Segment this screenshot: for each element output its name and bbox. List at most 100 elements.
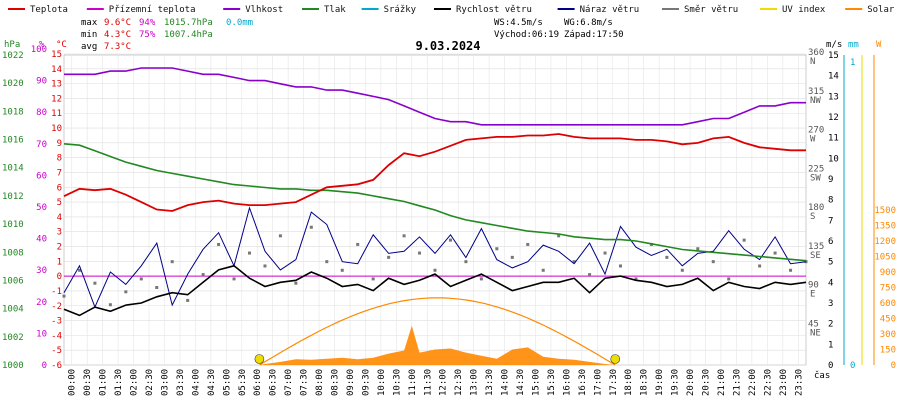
tick-x: 10:00 xyxy=(377,369,387,396)
tick-x: 03:30 xyxy=(176,369,186,396)
tick-celsius: 4 xyxy=(57,213,62,223)
tick-hpa: 1010 xyxy=(2,220,24,230)
tick-percent: 80 xyxy=(36,108,47,118)
tick-percent: 100 xyxy=(31,45,47,55)
tick-ms: 5 xyxy=(828,258,833,268)
tick-x: 09:00 xyxy=(346,369,356,396)
wind-dir-point xyxy=(789,268,793,272)
tick-x: 13:00 xyxy=(470,369,480,396)
tick-celsius: 13 xyxy=(51,80,62,90)
stats-max-label: max xyxy=(81,18,98,28)
tick-hpa: 1022 xyxy=(2,51,24,61)
tick-dir-name: N xyxy=(810,57,815,67)
wind-dir-point xyxy=(603,251,607,255)
tick-percent: 20 xyxy=(36,298,47,308)
tick-mm: 0 xyxy=(850,361,855,371)
tick-solar: 600 xyxy=(880,299,896,309)
stats-avg-temp: 7.3°C xyxy=(104,42,131,52)
wind-dir-point xyxy=(309,225,313,229)
tick-x: 02:00 xyxy=(130,369,140,396)
tick-solar: 900 xyxy=(880,268,896,278)
tick-celsius: 9 xyxy=(57,139,62,149)
tick-celsius: 7 xyxy=(57,168,62,178)
tick-ms: 13 xyxy=(828,92,839,102)
tick-celsius: 8 xyxy=(57,154,62,164)
wind-dir-point xyxy=(93,281,97,285)
axis-title-ms: m/s xyxy=(826,40,842,50)
tick-dir-deg: 270 xyxy=(808,126,824,136)
temperature-line xyxy=(63,133,806,212)
tick-dir-name: E xyxy=(810,290,815,300)
tick-x: 14:30 xyxy=(516,369,526,396)
tick-x: 03:00 xyxy=(160,369,170,396)
tick-percent: 0 xyxy=(42,361,47,371)
tick-x: 00:00 xyxy=(68,369,78,396)
axis-title-mm: mm xyxy=(848,40,859,50)
tick-solar: 150 xyxy=(880,346,896,356)
tick-celsius: -4 xyxy=(51,331,62,341)
wind-dir-point xyxy=(727,277,731,281)
tick-x: 20:00 xyxy=(686,369,696,396)
tick-x: 23:00 xyxy=(779,369,789,396)
plot-area xyxy=(62,67,808,366)
wind-dir-point xyxy=(804,260,808,264)
tick-x: 22:00 xyxy=(748,369,758,396)
wind-dir-point xyxy=(124,290,128,294)
stats-panel: max 9.6°C 94% 1015.7hPa 0.0mm min 4.3°C … xyxy=(81,18,253,52)
tick-ms: 6 xyxy=(828,237,833,247)
legend-label-0: Teplota xyxy=(30,5,68,15)
tick-dir-name: SE xyxy=(810,251,821,261)
stats-max-rain: 0.0mm xyxy=(226,18,253,28)
tick-x: 23:30 xyxy=(794,369,804,396)
wind-wg: WG:6.8m/s xyxy=(564,18,613,28)
wind-dir-point xyxy=(479,277,483,281)
tick-ms: 14 xyxy=(828,72,839,82)
tick-dir-deg: 180 xyxy=(808,203,824,213)
tick-x: 11:30 xyxy=(423,369,433,396)
tick-x: 19:30 xyxy=(671,369,681,396)
sun-marker-0 xyxy=(254,354,265,364)
axis-title-solar: W xyxy=(876,40,882,50)
wind-dir-point xyxy=(62,294,66,298)
tick-x: 22:30 xyxy=(763,369,773,396)
tick-solar: 300 xyxy=(880,330,896,340)
tick-x: 12:30 xyxy=(454,369,464,396)
wind-dir-point xyxy=(278,234,282,238)
wind-dir-point xyxy=(696,247,700,251)
wind-dir-point xyxy=(186,298,190,302)
tick-x: 10:30 xyxy=(392,369,402,396)
tick-x: 16:00 xyxy=(562,369,572,396)
tick-dir-deg: 45 xyxy=(808,319,819,329)
stats-min-label: min xyxy=(81,30,97,40)
tick-celsius: 15 xyxy=(51,50,62,60)
tick-ms: 2 xyxy=(828,320,833,330)
tick-x: 06:00 xyxy=(253,369,263,396)
tick-mm: 1 xyxy=(850,58,855,68)
tick-x: 17:30 xyxy=(609,369,619,396)
wind-dir-point xyxy=(139,277,143,281)
tick-x: 15:00 xyxy=(531,369,541,396)
stats-max-press: 1015.7hPa xyxy=(164,18,213,28)
wind-dir-point xyxy=(448,238,452,242)
legend-label-6: Náraz větru xyxy=(580,5,640,15)
tick-x: 14:00 xyxy=(501,369,511,396)
wind-dir-point xyxy=(572,260,576,264)
wind-dir-point xyxy=(155,286,159,289)
tick-x: 16:30 xyxy=(578,369,588,396)
tick-percent: 90 xyxy=(36,77,47,87)
tick-x: 19:00 xyxy=(655,369,665,396)
tick-x: 07:00 xyxy=(284,369,294,396)
wind-dir-point xyxy=(634,277,638,281)
tick-celsius: -1 xyxy=(51,287,62,297)
tick-dir-deg: 90 xyxy=(808,281,819,291)
tick-hpa: 1008 xyxy=(2,248,24,258)
tick-percent: 50 xyxy=(36,203,47,213)
tick-celsius: -5 xyxy=(51,346,62,356)
tick-celsius: 2 xyxy=(57,243,62,253)
tick-percent: 30 xyxy=(36,266,47,276)
tick-ms: 8 xyxy=(828,196,833,206)
wind-dir-point xyxy=(619,264,622,268)
legend-label-5: Rychlost větru xyxy=(456,5,532,15)
tick-ms: 11 xyxy=(828,134,839,144)
tick-x: 18:30 xyxy=(640,369,650,396)
